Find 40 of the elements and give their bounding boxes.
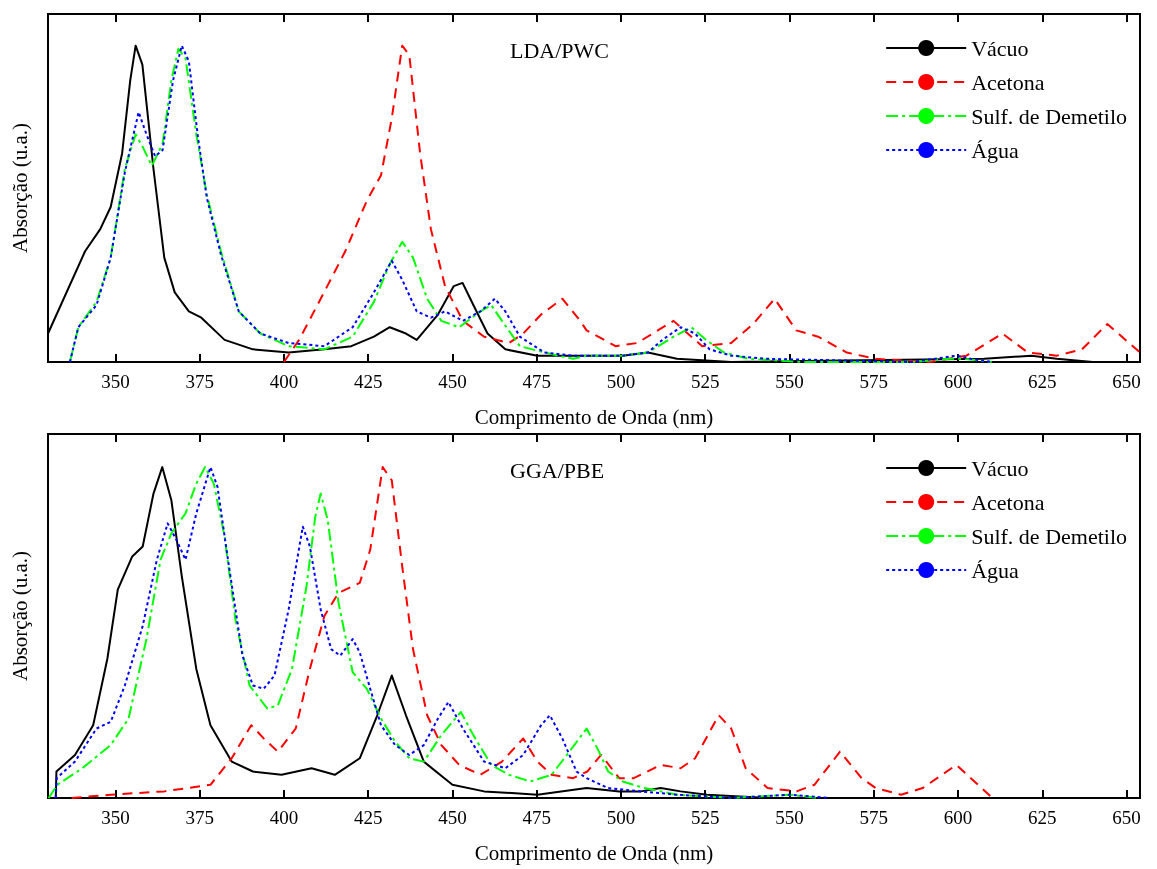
x-tick-label: 550 xyxy=(775,807,804,828)
x-tick-label: 500 xyxy=(606,807,636,828)
x-tick-label: 575 xyxy=(859,371,888,392)
x-tick-label: 350 xyxy=(101,807,130,828)
legend-label: Água xyxy=(971,557,1020,583)
x-tick-label: 475 xyxy=(522,807,551,828)
x-tick-label: 450 xyxy=(438,371,467,392)
x-axis-title: Comprimento de Onda (nm) xyxy=(474,404,714,429)
x-tick-label: 425 xyxy=(353,371,383,392)
x-tick-label: 575 xyxy=(859,807,888,828)
x-tick-label: 400 xyxy=(269,371,299,392)
x-tick-label: 375 xyxy=(185,807,214,828)
x-tick-label: 350 xyxy=(101,371,130,392)
x-tick-label: 400 xyxy=(269,807,299,828)
x-tick-label: 650 xyxy=(1112,371,1141,392)
x-tick-label: 525 xyxy=(690,807,720,828)
x-tick-label: 500 xyxy=(606,371,636,392)
legend-label: Acetona xyxy=(971,69,1045,95)
x-tick-label: 450 xyxy=(438,807,467,828)
x-tick-label: 475 xyxy=(522,371,551,392)
legend-label: Água xyxy=(971,137,1020,163)
legend-label: Vácuo xyxy=(971,455,1029,481)
x-tick-label: 625 xyxy=(1028,807,1057,828)
chart-title: LDA/PWC xyxy=(510,37,609,63)
y-axis-title: Absorção (u.a.) xyxy=(7,122,32,254)
legend-label: Sulf. de Demetilo xyxy=(971,103,1128,129)
x-tick-label: 600 xyxy=(943,807,973,828)
x-tick-label: 550 xyxy=(775,371,804,392)
legend-label: Acetona xyxy=(971,489,1045,515)
legend-label: Sulf. de Demetilo xyxy=(971,523,1128,549)
chart-title: GGA/PBE xyxy=(510,457,605,483)
x-tick-label: 425 xyxy=(353,807,383,828)
x-axis-title: Comprimento de Onda (nm) xyxy=(474,840,714,865)
x-tick-label: 525 xyxy=(690,371,720,392)
x-tick-label: 375 xyxy=(185,371,214,392)
x-tick-label: 650 xyxy=(1112,807,1141,828)
x-tick-label: 625 xyxy=(1028,371,1057,392)
x-tick-label: 600 xyxy=(943,371,973,392)
y-axis-title: Absorção (u.a.) xyxy=(7,550,32,682)
legend-label: Vácuo xyxy=(971,35,1029,61)
